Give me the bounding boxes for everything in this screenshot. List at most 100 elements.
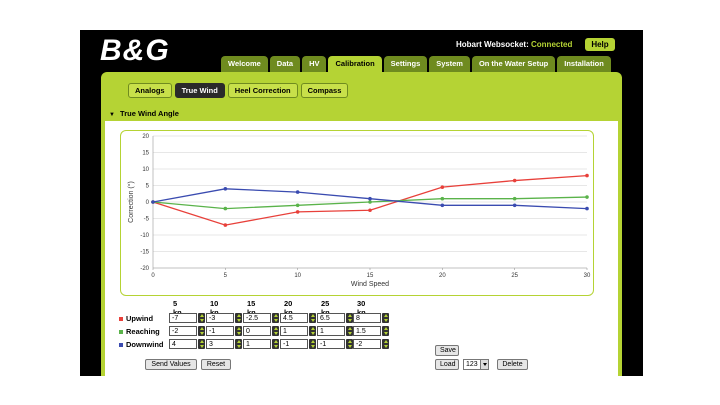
correction-input[interactable] [169,326,197,336]
correction-input[interactable] [280,339,308,349]
correction-input[interactable] [243,313,271,323]
value-stepper[interactable] [206,313,242,323]
spinner-arrows-icon[interactable] [382,313,389,323]
data-point-downwind [440,203,445,208]
column-header: 30 kn [357,299,366,317]
tab-data[interactable]: Data [269,56,301,72]
help-button[interactable]: Help [585,38,615,51]
correction-input[interactable] [280,313,308,323]
value-stepper[interactable] [169,313,205,323]
column-header: 5 kn [173,299,182,317]
chart-frame [120,130,594,296]
value-stepper[interactable] [243,326,279,336]
tab-settings[interactable]: Settings [383,56,428,72]
value-stepper[interactable] [280,326,316,336]
value-stepper[interactable] [353,326,389,336]
correction-input[interactable] [317,326,345,336]
spinner-arrows-icon[interactable] [272,326,279,336]
data-point-upwind [440,185,445,189]
value-stepper[interactable] [317,313,353,323]
chevron-down-icon [480,360,488,369]
x-tick-label: 10 [294,273,301,279]
spinner-arrows-icon[interactable] [235,313,242,323]
tab-on-the-water-setup[interactable]: On the Water Setup [471,56,556,72]
x-tick-label: 20 [439,273,446,279]
tab-hv[interactable]: HV [302,56,327,72]
spinner-arrows-icon[interactable] [272,313,279,323]
row-label-text: Downwind [126,340,164,349]
column-header: 10 kn [210,299,219,317]
spinner-arrows-icon[interactable] [346,313,353,323]
spinner-arrows-icon[interactable] [198,326,205,336]
correction-input[interactable] [243,339,271,349]
data-point-upwind [368,208,372,213]
correction-input[interactable] [317,313,345,323]
delete-button[interactable]: Delete [497,359,528,370]
row-label-text: Upwind [126,314,154,323]
column-header: 15 kn [247,299,256,317]
reset-button[interactable]: Reset [201,359,231,370]
tab-welcome[interactable]: Welcome [221,56,268,72]
spinner-arrows-icon[interactable] [382,339,389,349]
y-tick-label: -20 [140,266,149,272]
preset-select[interactable]: 123 [463,359,489,370]
correction-input[interactable] [206,339,234,349]
collapse-triangle-icon[interactable]: ▼ [109,112,115,118]
correction-input[interactable] [243,326,271,336]
spinner-arrows-icon[interactable] [309,326,316,336]
value-stepper[interactable] [353,313,389,323]
subtab-true-wind[interactable]: True Wind [174,83,225,98]
spinner-arrows-icon[interactable] [346,339,353,349]
spinner-arrows-icon[interactable] [198,339,205,349]
series-color-swatch [119,317,123,322]
spinner-arrows-icon[interactable] [198,313,205,323]
load-button[interactable]: Load [435,359,459,370]
value-stepper[interactable] [317,339,353,349]
data-point-reaching [223,206,228,211]
correction-input[interactable] [353,313,381,323]
y-tick-label: 15 [142,151,149,157]
app-window: B&G Hobart Websocket: Connected Help Wel… [80,30,643,376]
x-tick-label: 5 [224,273,228,279]
value-stepper[interactable] [280,339,316,349]
correction-input[interactable] [353,326,381,336]
subtab-compass[interactable]: Compass [300,83,349,98]
value-stepper[interactable] [243,339,279,349]
connection-state: Connected [531,40,573,49]
correction-input[interactable] [169,339,197,349]
spinner-arrows-icon[interactable] [309,339,316,349]
correction-input[interactable] [206,313,234,323]
data-point-downwind [512,203,517,208]
spinner-arrows-icon[interactable] [346,326,353,336]
value-stepper[interactable] [169,326,205,336]
spinner-arrows-icon[interactable] [382,326,389,336]
send-values-button[interactable]: Send Values [145,359,197,370]
save-button[interactable]: Save [435,345,459,356]
value-stepper[interactable] [280,313,316,323]
connection-label: Hobart Websocket: [456,40,529,49]
value-stepper[interactable] [353,339,389,349]
value-stepper[interactable] [317,326,353,336]
value-stepper[interactable] [206,339,242,349]
correction-input[interactable] [317,339,345,349]
calibration-subtabs: Analogs True Wind Heel Correction Compass [128,83,349,98]
subtab-analogs[interactable]: Analogs [128,83,172,98]
spinner-arrows-icon[interactable] [235,339,242,349]
value-stepper[interactable] [169,339,205,349]
tab-system[interactable]: System [429,56,470,72]
spinner-arrows-icon[interactable] [309,313,316,323]
spinner-arrows-icon[interactable] [272,339,279,349]
correction-input[interactable] [169,313,197,323]
tab-installation[interactable]: Installation [557,56,611,72]
spinner-arrows-icon[interactable] [235,326,242,336]
value-stepper[interactable] [243,313,279,323]
correction-input[interactable] [353,339,381,349]
tab-calibration[interactable]: Calibration [328,56,382,72]
y-tick-label: -10 [140,233,149,239]
subtab-heel-correction[interactable]: Heel Correction [227,83,298,98]
panel-header[interactable]: ▼ True Wind Angle [105,107,618,121]
correction-input[interactable] [280,326,308,336]
correction-input[interactable] [206,326,234,336]
x-tick-label: 25 [511,273,518,279]
value-stepper[interactable] [206,326,242,336]
